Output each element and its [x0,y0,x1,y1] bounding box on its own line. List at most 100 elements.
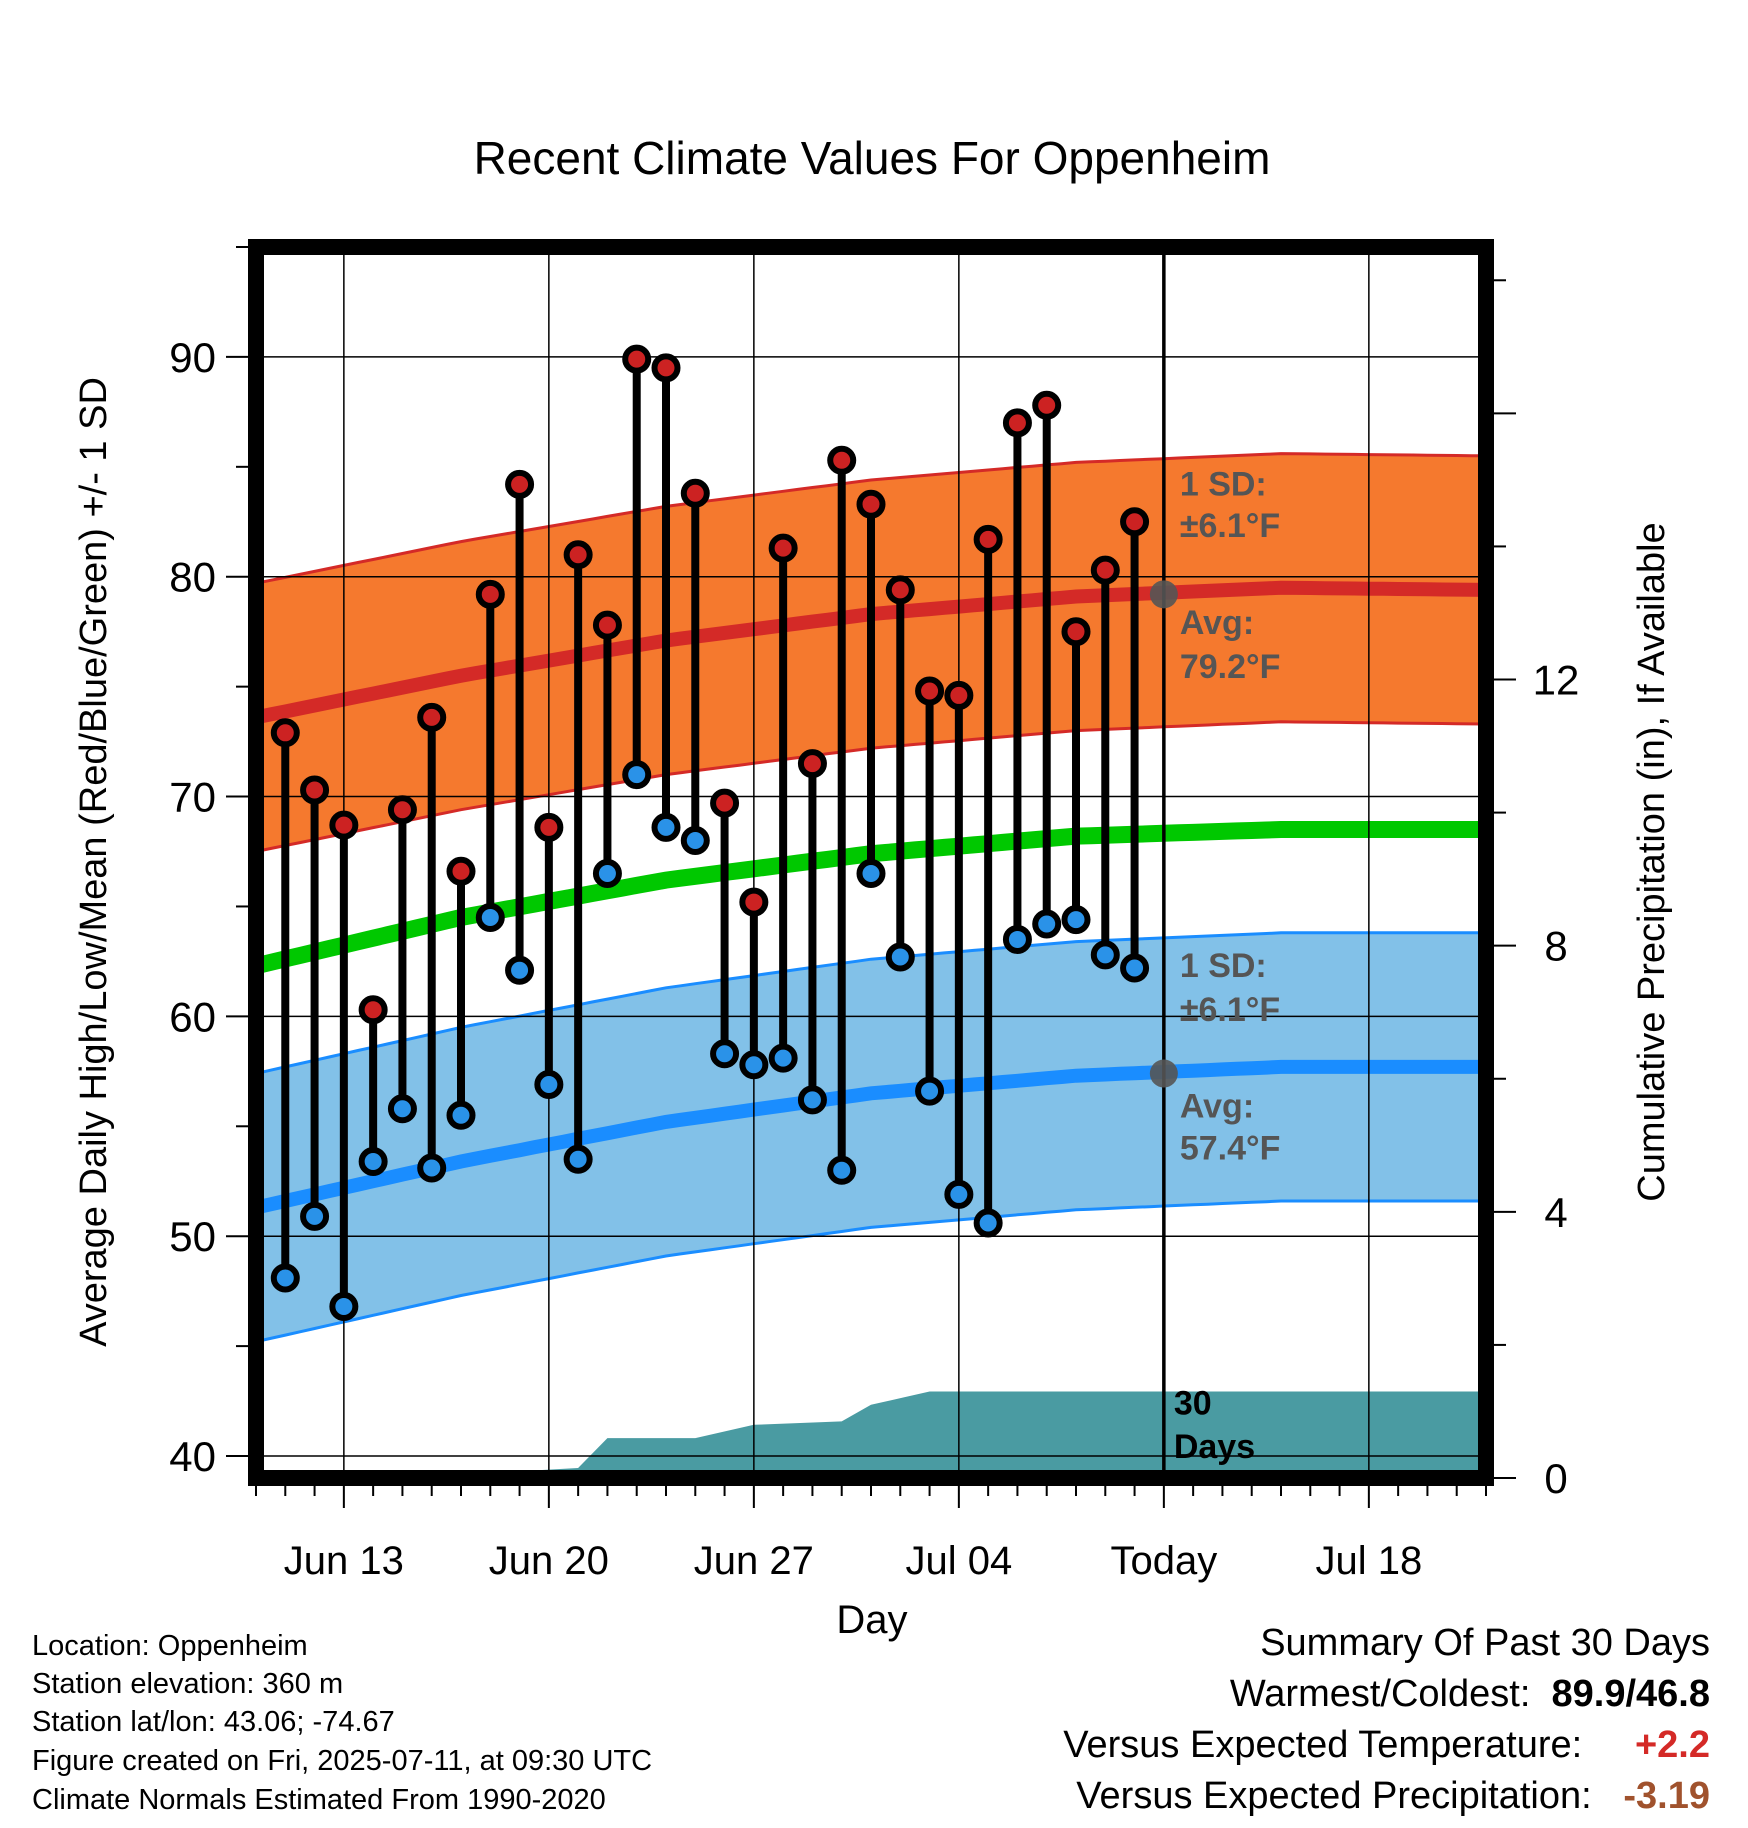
info-latlon: Station lat/lon: 43.06; -74.67 [32,1706,395,1738]
plot-frame [248,239,1494,1486]
daily-high-point [651,353,681,383]
daily-low-point [622,760,652,790]
info-normals: Climate Normals Estimated From 1990-2020 [32,1784,606,1816]
y2-axis-label: Cumulative Precipitation (in), If Availa… [1631,522,1673,1201]
y2-tick-label: 12 [1533,657,1580,704]
daily-low-point [1120,953,1150,983]
high-sd-value: ±6.1°F [1180,507,1280,545]
summary-precip: Versus Expected Precipitation: -3.19 [1076,1775,1710,1818]
daily-low-point [1061,905,1091,935]
daily-low-point [651,812,681,842]
daily-high-point [827,445,857,475]
low-avg-label: Avg: [1180,1087,1254,1125]
window-count-label: 30 [1174,1384,1212,1422]
daily-low-point [680,826,710,856]
daily-low-point [1090,940,1120,970]
high-avg-label: Avg: [1180,604,1254,642]
daily-low-point [563,1144,593,1174]
y-tick-label: 50 [169,1213,216,1260]
daily-low-point [1002,924,1032,954]
low-sd-value: ±6.1°F [1180,991,1280,1029]
daily-high-point [446,856,476,886]
y2-tick-label: 8 [1544,923,1567,970]
daily-low-point [417,1153,447,1183]
daily-high-point [1032,390,1062,420]
daily-low-point [827,1155,857,1185]
summary-precip-label: Versus Expected Precipitation: [1076,1775,1592,1817]
info-elevation: Station elevation: 360 m [32,1668,344,1700]
y-tick-label: 60 [169,993,216,1040]
today-low-avg-marker [1149,1059,1178,1088]
daily-high-point [680,478,710,508]
daily-high-point [329,810,359,840]
summary-warm-cold-value: 89.9/46.8 [1551,1673,1710,1715]
daily-low-point [944,1179,974,1209]
y-tick-label: 40 [169,1433,216,1480]
x-tick-label: Jun 13 [284,1539,404,1583]
daily-low-point [885,942,915,972]
summary-temp-label: Versus Expected Temperature: [1063,1724,1583,1766]
daily-low-point [739,1050,769,1080]
daily-high-point [417,702,447,732]
summary-warm-cold: Warmest/Coldest: 89.9/46.8 [1230,1673,1710,1716]
daily-high-point [739,887,769,917]
summary-temp-value: +2.2 [1634,1724,1710,1766]
daily-high-point [563,540,593,570]
daily-high-point [1120,507,1150,537]
low-normal-lower-edge [256,1199,1486,1344]
y-axis-label: Average Daily High/Low/Mean (Red/Blue/Gr… [73,377,115,1347]
daily-high-point [622,344,652,374]
high-avg-value: 79.2°F [1180,648,1281,686]
today-high-avg-marker [1149,580,1178,609]
avg-low-line [256,1059,1486,1215]
daily-high-point [475,579,505,609]
y-tick-label: 90 [169,334,216,381]
daily-low-point [329,1292,359,1322]
daily-low-point [270,1263,300,1293]
x-tick-label: Jun 27 [694,1539,814,1583]
x-tick-label: Today [1110,1539,1217,1583]
summary-warm-cold-label: Warmest/Coldest: [1229,1673,1531,1715]
daily-high-point [1061,617,1091,647]
daily-high-point [973,524,1003,554]
daily-low-point [358,1146,388,1176]
daily-high-point [387,795,417,825]
daily-low-point [1032,909,1062,939]
daily-high-point [358,995,388,1025]
daily-high-point [1090,555,1120,585]
low-normal-band [256,932,1486,1342]
daily-high-point [915,676,945,706]
x-tick-label: Jul 04 [905,1539,1012,1583]
y2-tick-label: 0 [1544,1455,1567,1502]
high-normal-upper-edge [256,452,1486,585]
daily-low-point [973,1208,1003,1238]
x-axis-label: Day [836,1598,907,1642]
daily-high-point [944,680,974,710]
precip-area [256,1391,1486,1478]
daily-high-point [534,812,564,842]
summary-temp: Versus Expected Temperature: +2.2 [1063,1724,1710,1767]
daily-high-point [797,749,827,779]
daily-low-point [768,1043,798,1073]
daily-low-point [387,1094,417,1124]
daily-low-point [797,1085,827,1115]
daily-high-point [710,788,740,818]
summary-heading: Summary Of Past 30 Days [1260,1622,1710,1664]
daily-low-point [300,1201,330,1231]
x-tick-label: Jun 20 [489,1539,609,1583]
y-tick-label: 70 [169,774,216,821]
daily-low-point [856,858,886,888]
info-created: Figure created on Fri, 2025-07-11, at 09… [32,1745,653,1777]
daily-low-point [475,902,505,932]
daily-high-point [300,775,330,805]
daily-low-point [592,858,622,888]
low-sd-label: 1 SD: [1180,947,1267,985]
daily-high-point [1002,408,1032,438]
low-avg-value: 57.4°F [1180,1129,1281,1167]
high-sd-label: 1 SD: [1180,465,1267,503]
summary-precip-value: -3.19 [1623,1775,1710,1817]
info-location: Location: Oppenheim [32,1630,308,1662]
daily-high-point [505,469,535,499]
daily-high-point [270,718,300,748]
